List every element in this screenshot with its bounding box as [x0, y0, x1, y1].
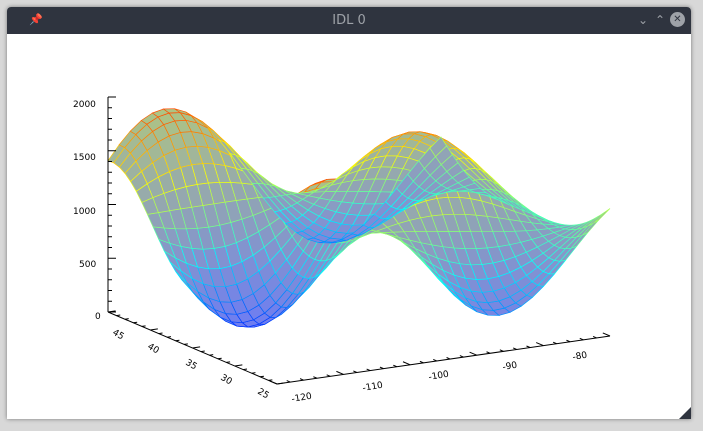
tick-marks: [107, 96, 611, 385]
x-tick: [459, 355, 464, 358]
y-tick-label: 40: [146, 342, 161, 357]
x-tick: [552, 341, 557, 345]
window-title: IDL 0: [332, 13, 366, 28]
y-tick: [226, 361, 231, 363]
x-tick: [269, 380, 278, 385]
y-tick: [150, 328, 158, 331]
x-tick-label: -90: [502, 361, 518, 373]
y-tick: [183, 343, 188, 345]
x-tick: [446, 357, 451, 360]
surface-cell: [429, 136, 448, 158]
x-tick: [353, 370, 358, 373]
x-tick: [602, 332, 611, 337]
x-tick: [393, 364, 398, 368]
y-tick: [167, 336, 172, 338]
y-tick: [200, 350, 205, 353]
x-tick: [592, 335, 597, 339]
y-tick: [141, 325, 146, 327]
y-tick: [209, 354, 214, 356]
z-tick-label: 0: [95, 312, 101, 322]
z-tick-label: 1000: [73, 207, 96, 217]
x-tick: [499, 349, 504, 352]
x-tick: [336, 370, 344, 375]
y-tick: [276, 382, 285, 385]
surface-plot: 2000 1500 1000 500 0 45 40 35 30 25 -120…: [73, 96, 611, 405]
x-tick: [469, 351, 477, 356]
plot-canvas: 2000 1500 1000 500 0 45 40 35 30 25 -120…: [7, 34, 691, 419]
x-tick: [366, 368, 371, 372]
x-tick: [313, 376, 318, 379]
close-icon[interactable]: ✕: [670, 12, 685, 27]
y-tick: [268, 379, 273, 381]
y-tick: [158, 332, 163, 335]
y-tick: [251, 372, 256, 374]
z-tick-label: 2000: [73, 100, 96, 110]
x-tick: [536, 342, 544, 347]
x-tick: [286, 380, 291, 383]
y-tick: [116, 314, 121, 317]
z-tick-label: 500: [79, 260, 96, 270]
x-tick-label: -80: [572, 351, 588, 363]
resize-handle[interactable]: [679, 407, 691, 419]
x-tick-label: -120: [291, 392, 313, 405]
y-tick: [133, 321, 138, 324]
y-tick-label: 45: [111, 328, 126, 342]
chevron-down-icon[interactable]: ⌄: [637, 13, 649, 27]
surface-mesh: [107, 108, 611, 328]
x-tick: [433, 358, 438, 362]
z-tick-label: 1500: [73, 153, 96, 163]
y-tick: [124, 318, 129, 320]
y-tick: [234, 364, 243, 367]
y-tick: [107, 310, 116, 313]
x-tick-label: -100: [428, 370, 450, 383]
pin-icon[interactable]: 📌: [29, 13, 43, 26]
x-tick: [326, 374, 331, 377]
y-tick-label: 25: [256, 387, 271, 401]
x-tick: [526, 345, 531, 348]
idl-window: 📌 IDL 0 ⌄ ⌃ ✕: [7, 7, 691, 419]
x-tick-label: -110: [362, 381, 384, 394]
x-tick: [512, 347, 517, 350]
title-bar[interactable]: 📌 IDL 0 ⌄ ⌃ ✕: [7, 7, 691, 34]
y-tick: [192, 346, 201, 349]
y-tick: [243, 368, 248, 371]
x-tick: [419, 360, 424, 364]
x-tick: [486, 351, 491, 354]
y-tick: [175, 339, 180, 342]
x-tick: [566, 339, 571, 343]
x-tick: [379, 366, 384, 370]
y-tick-label: 30: [219, 373, 234, 388]
y-tick: [260, 375, 264, 378]
x-tick: [402, 361, 411, 366]
y-tick-label: 35: [184, 358, 199, 372]
chevron-up-icon[interactable]: ⌃: [654, 13, 666, 27]
x-tick: [299, 378, 304, 381]
x-axis-line: [276, 335, 611, 385]
y-tick: [217, 357, 222, 360]
tick-labels: 2000 1500 1000 500 0 45 40 35 30 25 -120…: [73, 100, 588, 405]
x-tick: [579, 337, 584, 341]
